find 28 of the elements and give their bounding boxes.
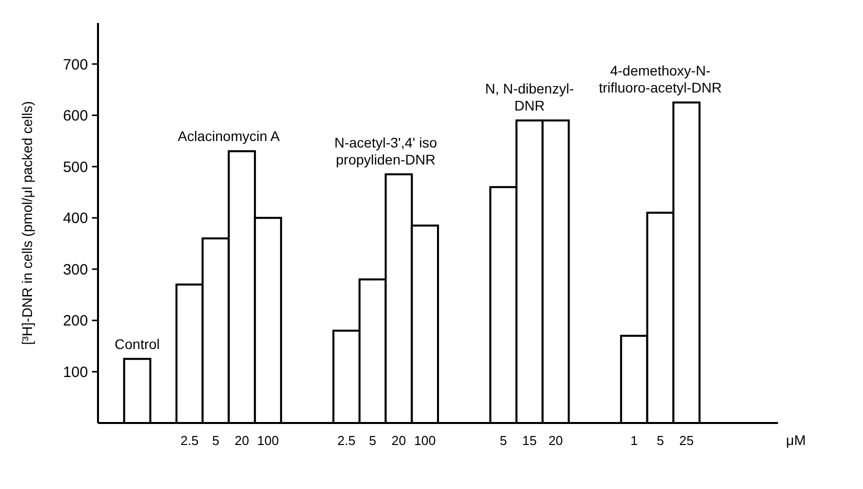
x-tick-label: 100 [414, 433, 436, 448]
annotation: Control [114, 336, 160, 352]
y-tick-label: 700 [62, 56, 88, 74]
y-tick-label: 400 [62, 210, 88, 228]
x-tick-label: 100 [257, 433, 279, 448]
x-tick-label: 5 [212, 433, 220, 448]
x-tick-label: 5 [369, 433, 376, 448]
x-tick-label: 5 [500, 433, 507, 448]
x-tick-label: 2.5 [180, 433, 199, 448]
annotation: 4-demethoxy-N- trifluoro-acetyl-DNR [598, 62, 722, 96]
y-tick-label: 300 [62, 261, 88, 278]
y-tick-label: 500 [62, 158, 88, 176]
annotation: N, N-dibenzyl- DNR [485, 80, 574, 114]
y-axis-title: [³H]-DNR in cells (pmol/μl packed cells) [19, 101, 35, 345]
annotation: N-acetyl-3ʹ,4ʹ iso propyliden-DNR [334, 134, 438, 168]
x-tick-label: 1 [630, 433, 638, 448]
y-tick-label: 600 [62, 108, 88, 125]
x-tick-label: 25 [679, 433, 694, 448]
x-tick-label: 5 [656, 433, 664, 448]
y-tick-label: 100 [62, 364, 88, 381]
x-tick-label: 20 [234, 433, 250, 448]
x-axis-title: μM [786, 432, 806, 448]
x-tick-label: 20 [548, 433, 563, 448]
x-tick-label: 20 [392, 433, 406, 448]
x-tick-label: 15 [522, 433, 537, 448]
annotation: Aclacinomycin A [178, 128, 280, 144]
x-tick-label: 2.5 [337, 433, 356, 448]
y-tick-label: 200 [62, 312, 88, 330]
